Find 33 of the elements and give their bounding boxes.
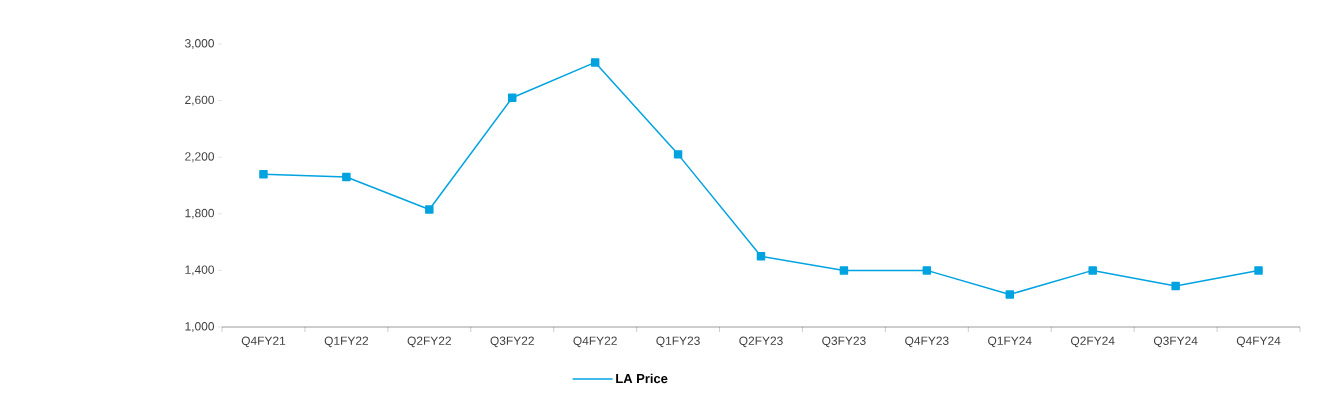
point [342, 172, 351, 182]
point [590, 58, 600, 67]
x-tick-label: Q3FY23 [822, 336, 866, 348]
y-tick-label: 1,400 [185, 265, 215, 276]
x-tick-label: Q4FY21 [241, 336, 286, 348]
x-tick-label: Q1FY22 [324, 336, 369, 348]
point [259, 169, 268, 179]
y-tick-label: 2,600 [185, 95, 215, 106]
point [1254, 266, 1263, 275]
y-tick-label: 2,200 [185, 152, 215, 163]
point [508, 93, 517, 102]
point [1171, 281, 1180, 291]
y-tick-label: 1,000 [185, 322, 215, 332]
y-tick-label: 3,000 [185, 39, 215, 49]
legend-label: LA Price [616, 373, 668, 384]
point [673, 150, 683, 159]
x-tick-label: Q1FY24 [988, 336, 1032, 348]
x-tick-label: Q4FY24 [1236, 336, 1281, 348]
point [1088, 266, 1097, 275]
y-tick-label: 1,800 [185, 208, 215, 219]
point [839, 266, 849, 275]
x-tick-label: Q4FY22 [573, 336, 617, 348]
x-tick-label: Q4FY23 [905, 336, 949, 348]
x-tick-label: Q2FY22 [407, 336, 451, 348]
x-tick-label: Q2FY24 [1071, 336, 1115, 348]
point [756, 252, 766, 261]
point [1005, 290, 1015, 299]
x-tick-label: Q1FY23 [656, 336, 700, 348]
x-tick-label: Q2FY23 [739, 336, 783, 348]
x-tick-label: Q3FY22 [490, 336, 534, 348]
point [425, 205, 434, 214]
point [922, 266, 932, 275]
x-tick-label: Q3FY24 [1153, 336, 1198, 348]
